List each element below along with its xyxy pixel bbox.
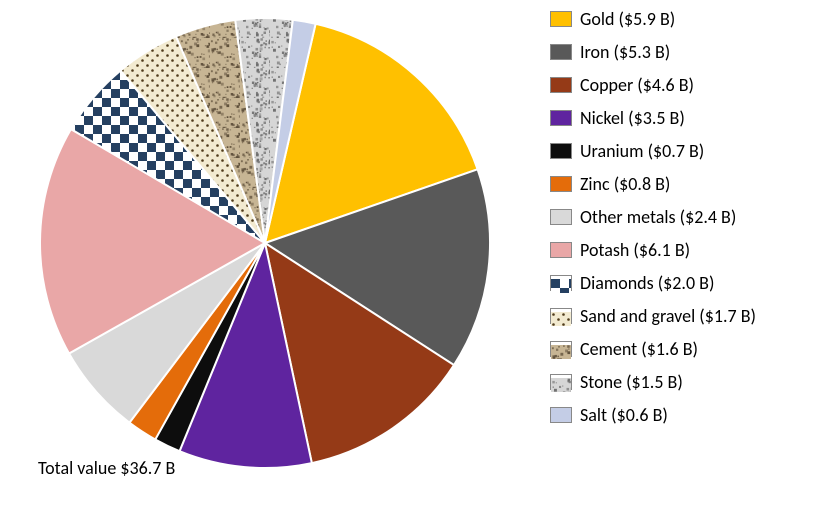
legend-swatch [550, 77, 572, 93]
legend-item: Zinc ($0.8 B) [550, 173, 756, 195]
legend-label: Salt ($0.6 B) [580, 404, 668, 426]
legend-item: Diamonds ($2.0 B) [550, 272, 756, 294]
legend-swatch [550, 275, 572, 291]
legend-label: Stone ($1.5 B) [580, 371, 683, 393]
legend-item: Nickel ($3.5 B) [550, 107, 756, 129]
legend-item: Gold ($5.9 B) [550, 8, 756, 30]
legend-item: Stone ($1.5 B) [550, 371, 756, 393]
legend-swatch [550, 308, 572, 324]
legend-item: Sand and gravel ($1.7 B) [550, 305, 756, 327]
legend-swatch [550, 209, 572, 225]
legend-label: Copper ($4.6 B) [580, 74, 694, 96]
legend-swatch [550, 407, 572, 423]
legend-swatch [550, 11, 572, 27]
legend-item: Copper ($4.6 B) [550, 74, 756, 96]
legend-item: Iron ($5.3 B) [550, 41, 756, 63]
legend-swatch [550, 341, 572, 357]
legend-item: Salt ($0.6 B) [550, 404, 756, 426]
legend-swatch [550, 374, 572, 390]
legend-label: Cement ($1.6 B) [580, 338, 698, 360]
legend-item: Potash ($6.1 B) [550, 239, 756, 261]
pie-chart [30, 8, 500, 478]
legend-swatch [550, 176, 572, 192]
legend-swatch [550, 242, 572, 258]
legend-label: Sand and gravel ($1.7 B) [580, 305, 756, 327]
legend-swatch [550, 110, 572, 126]
legend-swatch [550, 44, 572, 60]
legend: Gold ($5.9 B) Iron ($5.3 B) Copper ($4.6 B… [550, 8, 756, 437]
legend-label: Iron ($5.3 B) [580, 41, 670, 63]
legend-swatch [550, 143, 572, 159]
legend-label: Gold ($5.9 B) [580, 8, 675, 30]
legend-item: Uranium ($0.7 B) [550, 140, 756, 162]
legend-label: Diamonds ($2.0 B) [580, 272, 714, 294]
legend-label: Zinc ($0.8 B) [580, 173, 670, 195]
total-value-label: Total value $36.7 B [38, 457, 175, 479]
legend-item: Cement ($1.6 B) [550, 338, 756, 360]
legend-label: Potash ($6.1 B) [580, 239, 690, 261]
legend-label: Other metals ($2.4 B) [580, 206, 736, 228]
chart-container: Gold ($5.9 B) Iron ($5.3 B) Copper ($4.6 B… [0, 0, 836, 506]
legend-label: Nickel ($3.5 B) [580, 107, 685, 129]
legend-item: Other metals ($2.4 B) [550, 206, 756, 228]
legend-label: Uranium ($0.7 B) [580, 140, 704, 162]
